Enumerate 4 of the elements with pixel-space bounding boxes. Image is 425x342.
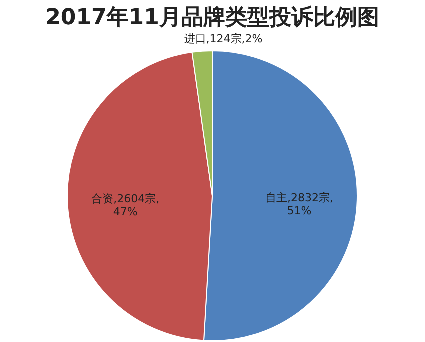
slice-label: 合资,2604宗, 47% — [92, 192, 160, 219]
slice-label: 自主,2832宗, 51% — [265, 192, 334, 218]
chart-title: 2017年11月品牌类型投诉比例图 — [46, 5, 380, 30]
slice-label: 进口,124宗,2% — [184, 32, 263, 46]
